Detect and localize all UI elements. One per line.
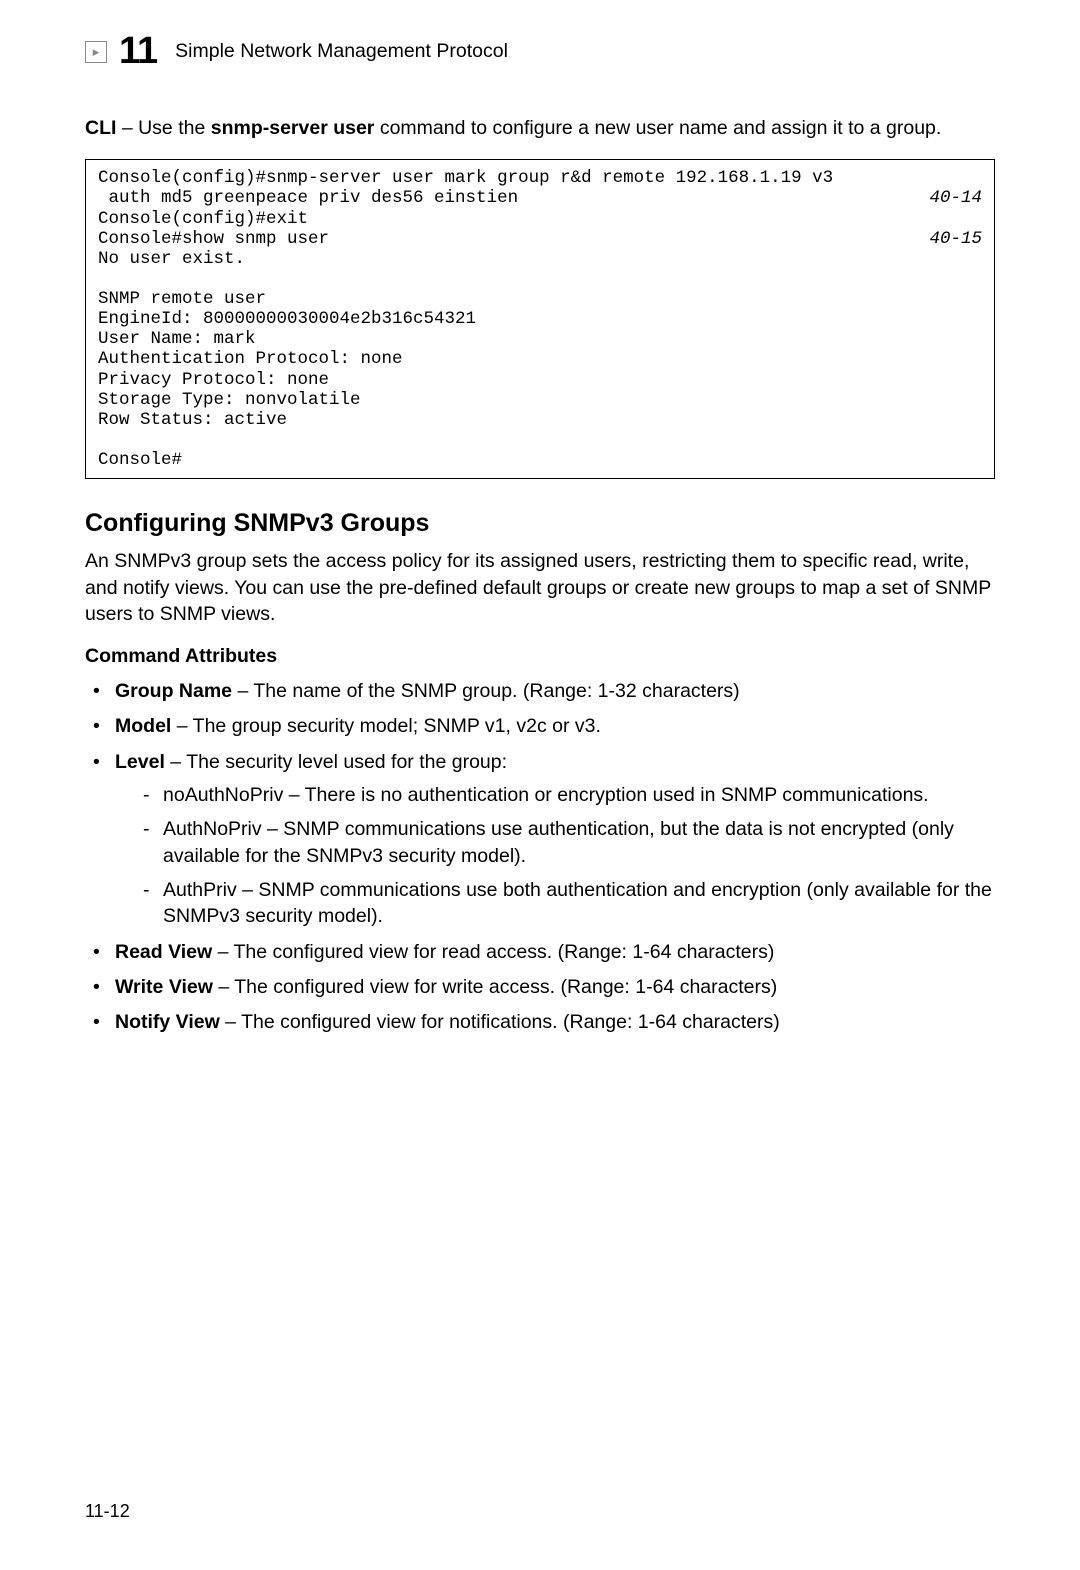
- attr-label: Write View: [115, 976, 213, 998]
- code-line: Console(config)#snmp-server user mark gr…: [98, 168, 833, 188]
- code-line: User Name: mark: [98, 329, 256, 349]
- intro-text-1: – Use the: [116, 117, 210, 139]
- attr-label: Level: [115, 751, 165, 773]
- list-item: Group Name – The name of the SNMP group.…: [93, 678, 995, 704]
- section-heading: Configuring SNMPv3 Groups: [85, 509, 995, 538]
- attributes-heading: Command Attributes: [85, 645, 995, 668]
- code-ref: 40-15: [929, 229, 982, 249]
- attr-desc: – The configured view for read access. (…: [212, 941, 774, 963]
- code-line: Privacy Protocol: none: [98, 370, 329, 390]
- section-paragraph: An SNMPv3 group sets the access policy f…: [85, 548, 995, 627]
- intro-paragraph: CLI – Use the snmp-server user command t…: [85, 115, 995, 141]
- header-title: Simple Network Management Protocol: [175, 40, 508, 63]
- attr-desc: – The configured view for write access. …: [213, 976, 777, 998]
- sublist-item: noAuthNoPriv – There is no authenticatio…: [143, 782, 995, 808]
- chapter-number: 11: [119, 30, 157, 73]
- attr-label: Group Name: [115, 680, 232, 702]
- code-line: Row Status: active: [98, 410, 287, 430]
- cli-label: CLI: [85, 117, 116, 139]
- attr-desc: – The configured view for notifications.…: [220, 1011, 780, 1033]
- code-line: SNMP remote user: [98, 289, 266, 309]
- page-number: 11-12: [85, 1501, 130, 1522]
- code-line: Console#: [98, 450, 182, 470]
- code-line: No user exist.: [98, 249, 245, 269]
- attr-desc: – The name of the SNMP group. (Range: 1-…: [232, 680, 740, 702]
- code-line: EngineId: 80000000030004e2b316c54321: [98, 309, 476, 329]
- attr-label: Notify View: [115, 1011, 220, 1033]
- command-name: snmp-server user: [211, 117, 375, 139]
- attr-desc: – The group security model; SNMP v1, v2c…: [171, 715, 601, 737]
- code-line: Storage Type: nonvolatile: [98, 390, 361, 410]
- sublist-item: AuthNoPriv – SNMP communications use aut…: [143, 816, 995, 869]
- intro-text-2: command to configure a new user name and…: [374, 117, 941, 139]
- list-item: Notify View – The configured view for no…: [93, 1009, 995, 1035]
- attr-label: Read View: [115, 941, 212, 963]
- page-container: ▸ 11 Simple Network Management Protocol …: [0, 0, 1080, 1075]
- sublist-item: AuthPriv – SNMP communications use both …: [143, 877, 995, 930]
- code-line: Console(config)#exit: [98, 209, 308, 229]
- list-item: Write View – The configured view for wri…: [93, 974, 995, 1000]
- list-item: Read View – The configured view for read…: [93, 939, 995, 965]
- attr-label: Model: [115, 715, 171, 737]
- header-icon: ▸: [85, 41, 107, 63]
- page-header: ▸ 11 Simple Network Management Protocol: [85, 30, 995, 73]
- list-item: Model – The group security model; SNMP v…: [93, 713, 995, 739]
- code-line: Console#show snmp user: [98, 229, 329, 249]
- code-block: Console(config)#snmp-server user mark gr…: [85, 159, 995, 479]
- code-line: auth md5 greenpeace priv des56 einstien: [98, 188, 518, 208]
- level-sublist: noAuthNoPriv – There is no authenticatio…: [143, 782, 995, 930]
- list-item: Level – The security level used for the …: [93, 749, 995, 930]
- code-ref: 40-14: [929, 188, 982, 208]
- attributes-list: Group Name – The name of the SNMP group.…: [93, 678, 995, 1035]
- attr-desc: – The security level used for the group:: [165, 751, 507, 773]
- code-line: Authentication Protocol: none: [98, 349, 403, 369]
